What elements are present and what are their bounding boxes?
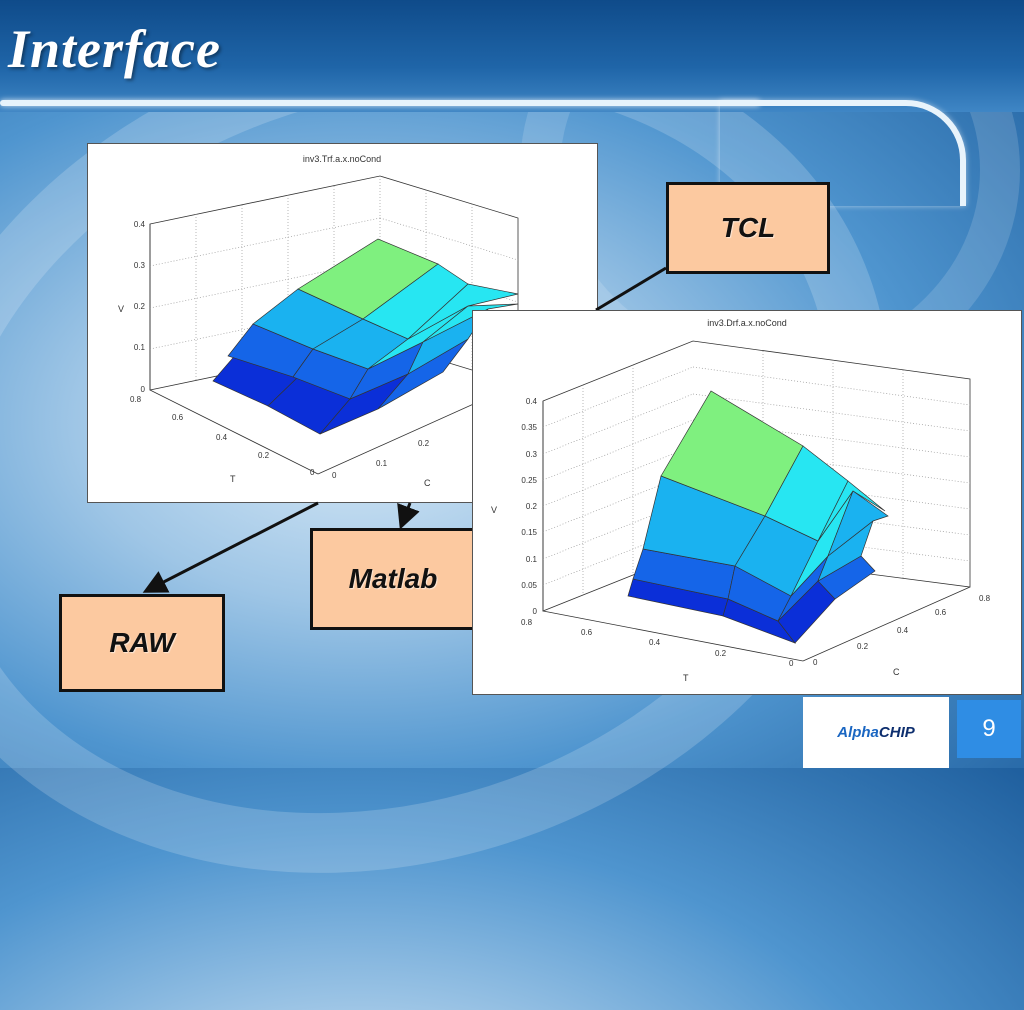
svg-text:0.6: 0.6 [172, 413, 184, 422]
z-axis-label: V [118, 304, 124, 314]
title-divider [0, 100, 760, 106]
svg-text:0.8: 0.8 [130, 395, 142, 404]
svg-text:0.2: 0.2 [857, 642, 869, 651]
x-axis [542, 610, 804, 662]
svg-text:0.4: 0.4 [526, 397, 538, 406]
svg-text:0.8: 0.8 [521, 618, 533, 627]
tcl-label: TCL [720, 212, 776, 243]
page-title: Interface [8, 19, 221, 79]
svg-text:0.1: 0.1 [376, 459, 388, 468]
chart-title: inv3.Drf.a.x.noCond [707, 318, 787, 328]
matlab-label-box[interactable]: Matlab [310, 528, 476, 630]
svg-text:0.3: 0.3 [134, 261, 146, 270]
chart-title: inv3.Trf.a.x.noCond [303, 154, 381, 164]
svg-text:0: 0 [789, 659, 794, 668]
svg-text:0.2: 0.2 [258, 451, 270, 460]
surface-plot-trf-svg: inv3.Trf.a.x.noCond 0.4 0.3 0.2 0.1 0 V … [118, 154, 519, 488]
surface-plot-drf[interactable]: inv3.Drf.a.x.noCond 0.4 0.35 0.3 0.25 0.… [472, 310, 1022, 695]
svg-text:0.4: 0.4 [216, 433, 228, 442]
raw-label-box[interactable]: RAW [59, 594, 225, 692]
svg-text:0: 0 [310, 468, 315, 477]
z-tick-labels: 0.4 0.35 0.3 0.25 0.2 0.15 0.1 0.05 0 [521, 397, 537, 616]
x-tick-labels: 0.8 0.6 0.4 0.2 0 [130, 395, 315, 477]
surface-mesh [212, 238, 519, 435]
x-axis-label: T [683, 673, 689, 683]
svg-text:0: 0 [813, 658, 818, 667]
svg-text:0: 0 [141, 385, 146, 394]
svg-text:0.05: 0.05 [521, 581, 537, 590]
svg-text:0.6: 0.6 [581, 628, 593, 637]
svg-text:0.8: 0.8 [979, 594, 991, 603]
z-axis-label: V [491, 505, 497, 515]
svg-text:0: 0 [533, 607, 538, 616]
tcl-label-box[interactable]: TCL [666, 182, 830, 274]
y-axis-label: C [424, 478, 431, 488]
svg-text:0.3: 0.3 [526, 450, 538, 459]
surface-mesh [627, 390, 889, 644]
y-tick-labels: 0 0.1 0.2 [332, 439, 430, 480]
page-number: 9 [957, 700, 1021, 758]
raw-label: RAW [109, 627, 175, 658]
y-axis-label: C [893, 667, 900, 677]
title-bar [0, 0, 1024, 112]
svg-text:0.6: 0.6 [935, 608, 947, 617]
svg-text:0: 0 [332, 471, 337, 480]
y-axis [802, 586, 971, 662]
title-divider-curve [720, 100, 966, 206]
y-tick-labels: 0 0.2 0.4 0.6 0.8 [813, 594, 991, 667]
x-axis-label: T [230, 474, 236, 484]
svg-text:0.1: 0.1 [526, 555, 538, 564]
alphachip-logo: AlphaCHIP [803, 697, 949, 768]
x-tick-labels: 0.8 0.6 0.4 0.2 0 [521, 618, 794, 668]
z-tick-labels: 0.4 0.3 0.2 0.1 0 [134, 220, 146, 394]
svg-text:0.4: 0.4 [897, 626, 909, 635]
svg-text:0.15: 0.15 [521, 528, 537, 537]
svg-text:0.35: 0.35 [521, 423, 537, 432]
matlab-label: Matlab [348, 563, 438, 594]
svg-text:0.25: 0.25 [521, 476, 537, 485]
svg-text:0.2: 0.2 [526, 502, 538, 511]
svg-text:0.2: 0.2 [418, 439, 430, 448]
x-axis [149, 389, 319, 475]
svg-text:0.4: 0.4 [134, 220, 146, 229]
svg-text:0.1: 0.1 [134, 343, 146, 352]
svg-text:0.2: 0.2 [134, 302, 146, 311]
svg-text:0.4: 0.4 [649, 638, 661, 647]
logo-text: AlphaCHIP [837, 724, 915, 741]
surface-plot-drf-svg: inv3.Drf.a.x.noCond 0.4 0.35 0.3 0.25 0.… [491, 318, 991, 683]
svg-text:0.2: 0.2 [715, 649, 727, 658]
